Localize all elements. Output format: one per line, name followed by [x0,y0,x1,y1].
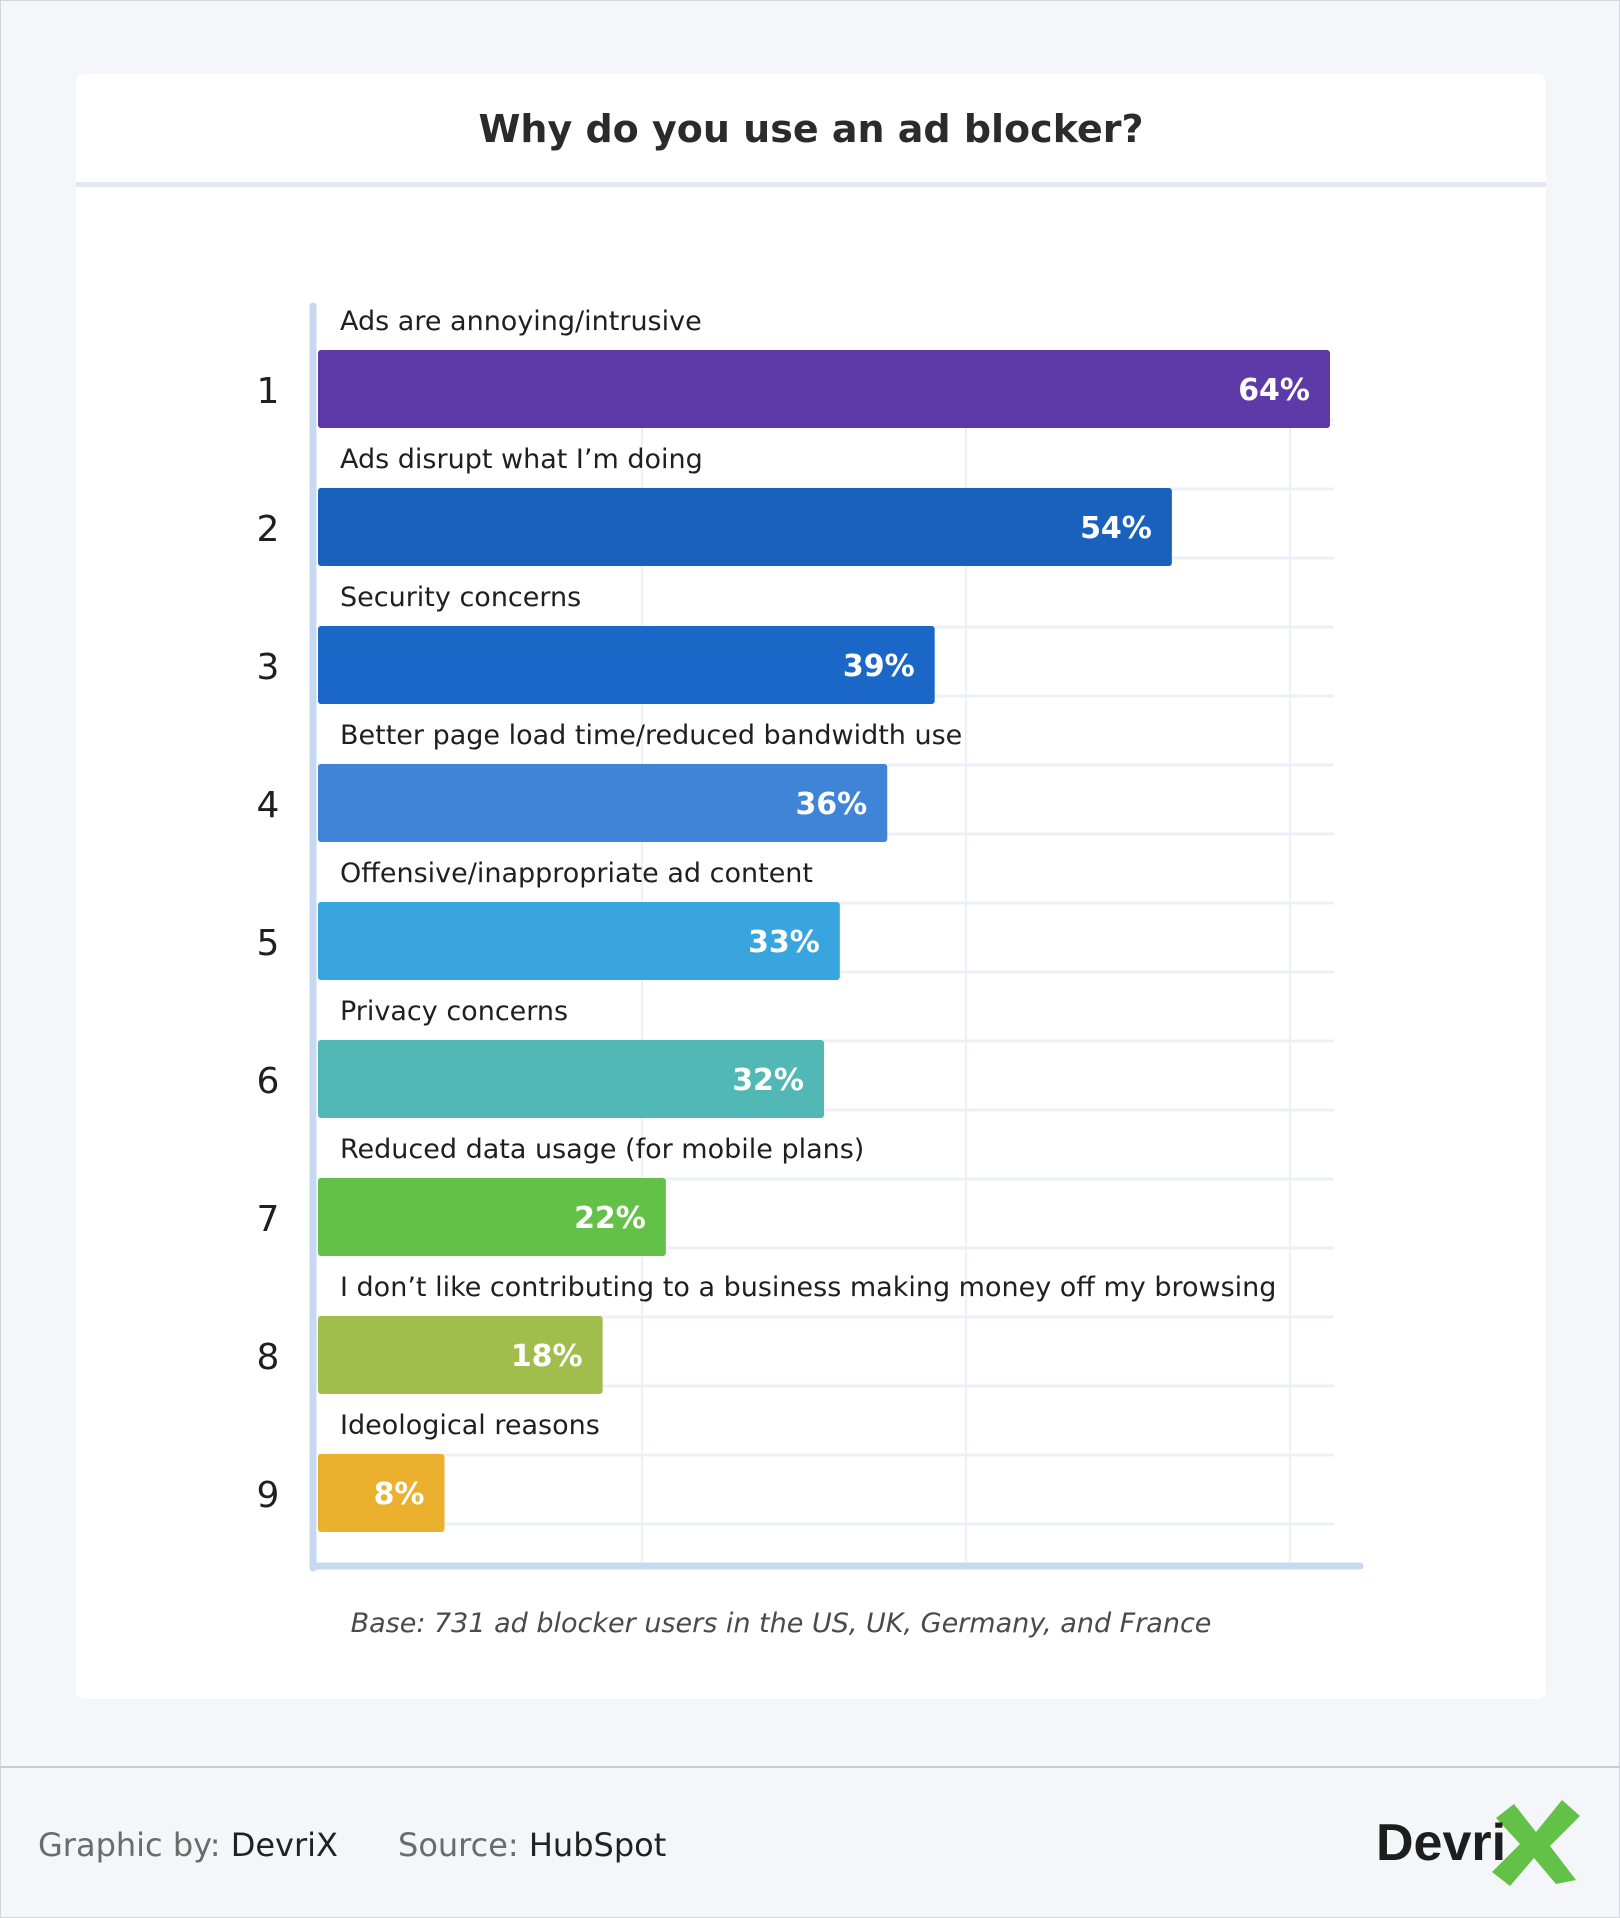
category-label: Ads are annoying/intrusive [340,306,702,337]
category-label: Ideological reasons [340,1410,600,1441]
axis-layer: 1 2 3 4 5 6 7 8 9 [257,302,1364,1572]
bar [318,764,888,842]
category-label: I don’t like contributing to a business … [340,1272,1276,1303]
category-label: Security concerns [340,582,581,613]
rank-label: 4 [257,785,280,826]
bar [318,1454,445,1532]
bar-value-label: 32% [732,1063,804,1098]
bar [318,350,1330,428]
category-label: Ads disrupt what I’m doing [340,444,703,475]
source-credit: Source: HubSpot [398,1826,666,1864]
category-label: Reduced data usage (for mobile plans) [340,1134,864,1165]
bar [318,1316,603,1394]
rank-label: 6 [257,1061,280,1102]
title-divider [76,182,1546,187]
rank-label: 3 [257,647,280,688]
category-label: Better page load time/reduced bandwidth … [340,720,962,751]
source-credit-value: HubSpot [528,1826,667,1864]
bar [318,1178,666,1256]
logo-wordmark: Devri [1376,1814,1506,1872]
bar [318,1040,824,1118]
rank-label: 7 [257,1199,280,1240]
category-label: Offensive/inappropriate ad content [340,858,813,889]
category-label: Privacy concerns [340,996,568,1027]
rank-label: 2 [257,509,280,550]
graphic-credit-label: Graphic by: [38,1826,221,1864]
bar [318,902,840,980]
chart-title: Why do you use an ad blocker? [478,107,1144,151]
bar-value-label: 22% [574,1201,646,1236]
bar-value-label: 33% [748,925,820,960]
bar [318,626,935,704]
logo-x-mark [1492,1800,1580,1886]
bar-value-label: 8% [374,1477,425,1512]
devrix-logo: Devri [1376,1800,1580,1886]
source-credit-label: Source: [398,1826,519,1864]
base-note: Base: 731 ad blocker users in the US, UK… [350,1608,1212,1639]
bar-value-label: 64% [1238,373,1310,408]
bar [318,488,1172,566]
rank-label: 1 [257,371,280,412]
bar-value-label: 36% [795,787,867,822]
bar-value-label: 18% [511,1339,583,1374]
graphic-credit-value: DevriX [230,1826,338,1864]
rank-label: 5 [257,923,280,964]
rank-label: 8 [257,1337,280,1378]
rank-label: 9 [257,1475,280,1516]
bar-layer: 64% Ads are annoying/intrusive 54% Ads disr… [318,306,1330,1532]
bar-value-label: 54% [1080,511,1152,546]
bar-value-label: 39% [843,649,915,684]
chart-card [76,74,1546,1699]
graphic-credit: Graphic by: DevriX [38,1826,338,1864]
footer-divider [0,1766,1620,1768]
